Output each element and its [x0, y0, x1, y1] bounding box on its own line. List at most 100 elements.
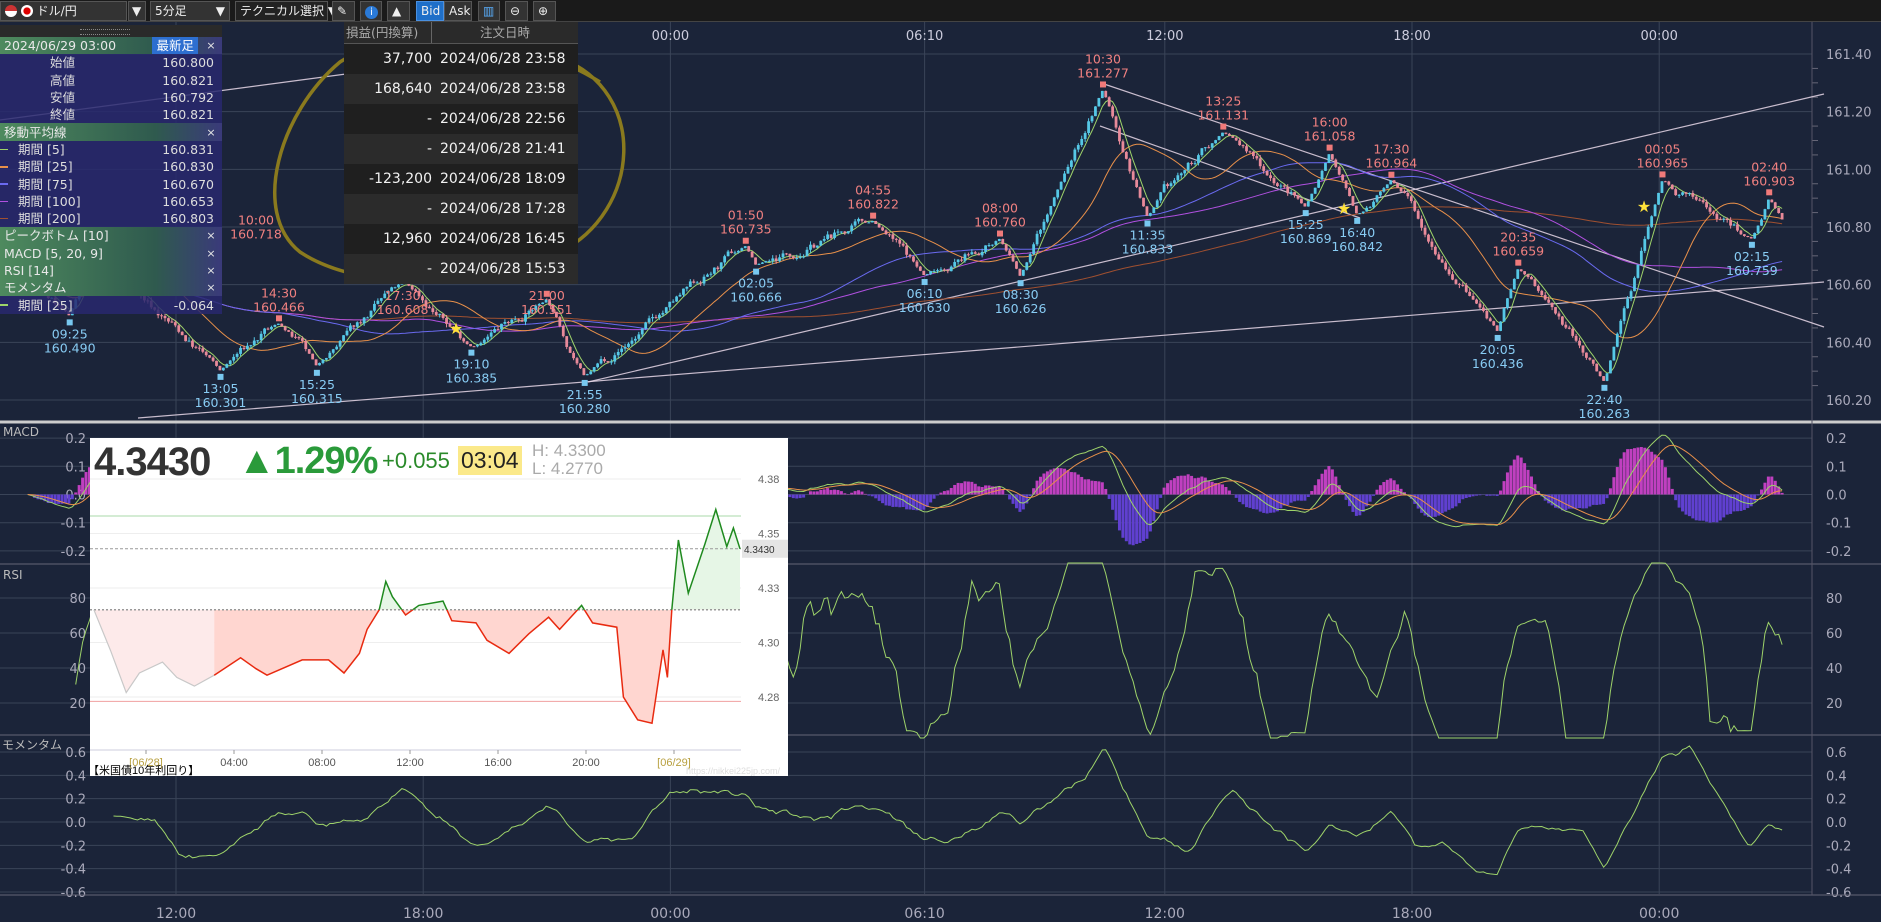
candle	[496, 329, 500, 331]
macd-histogram-bar	[887, 494, 891, 506]
table-row[interactable]: -2024/06/28 15:53	[344, 254, 578, 284]
candle	[1255, 156, 1259, 159]
col-order-time[interactable]: 注文日時	[479, 25, 530, 40]
macd-histogram-bar	[84, 472, 88, 495]
ma-25-line	[27, 143, 1783, 354]
table-row[interactable]: 37,700 2024/06/28 23:58	[344, 44, 578, 74]
close-icon[interactable]: ×	[206, 125, 216, 139]
zoom-in-button[interactable]: ⊕	[533, 1, 556, 21]
candle	[1227, 133, 1231, 136]
candle	[891, 234, 895, 239]
table-row[interactable]: -123,200 2024/06/28 18:09	[344, 164, 578, 194]
macd-tick-label: 0.0	[65, 489, 86, 504]
candle	[630, 340, 634, 344]
close-icon[interactable]: ×	[206, 246, 216, 260]
candle	[1234, 137, 1238, 141]
panel-drag-handle[interactable]	[0, 25, 222, 37]
candle	[651, 317, 654, 319]
macd-histogram-bar	[1437, 494, 1441, 516]
price-tick-label: 161.00	[1826, 163, 1872, 178]
candle	[534, 305, 538, 311]
bar-chart-button[interactable]: ▥	[478, 1, 500, 21]
bid-button[interactable]: Bid	[416, 1, 444, 21]
macd-histogram-bar	[1021, 494, 1025, 510]
time-axis-label: 18:00	[1392, 906, 1432, 922]
candle	[177, 325, 181, 332]
ask-button[interactable]: Ask	[444, 1, 472, 21]
col-pnl[interactable]: 損益(円換算)	[344, 22, 432, 43]
candle	[1760, 219, 1763, 226]
candle	[1478, 303, 1482, 308]
peak-time-label: 16:00	[1312, 115, 1348, 130]
mom-tick-label: -0.2	[61, 839, 86, 854]
draw-button[interactable]: ✎	[332, 1, 355, 21]
macd-histogram-bar	[1571, 494, 1575, 509]
candle	[246, 345, 249, 350]
macd-histogram-bar	[53, 494, 57, 505]
symbol-dropdown-button[interactable]: ▼	[128, 1, 146, 21]
ma-swatch	[0, 148, 8, 151]
yield-down-line	[213, 609, 673, 725]
candle	[956, 259, 960, 263]
candle	[1262, 166, 1266, 171]
table-row[interactable]: -2024/06/28 17:28	[344, 194, 578, 224]
macd-histogram-bar	[884, 494, 888, 506]
bottom-marker	[581, 379, 588, 386]
candle	[1554, 307, 1557, 314]
zoom-out-button[interactable]: ⊖	[505, 1, 528, 21]
macd-histogram-bar	[1282, 494, 1286, 506]
latest-bar-button[interactable]: 最新足	[152, 37, 198, 55]
close-icon[interactable]: ×	[206, 229, 216, 243]
candle	[1691, 192, 1695, 197]
candle	[1578, 340, 1581, 346]
candle	[338, 341, 342, 347]
price-chart[interactable]: 161.40 161.20 161.00 160.80 160.60 160.40 160.…	[0, 22, 1881, 922]
technical-select[interactable]: テクニカル選択 ▼	[235, 1, 337, 21]
macd-histogram-bar	[1732, 494, 1736, 512]
macd-histogram-bar	[836, 490, 840, 495]
candle	[884, 230, 888, 235]
close-icon[interactable]: ×	[206, 39, 216, 53]
candle	[173, 322, 177, 326]
macd-histogram-bar	[1639, 447, 1643, 495]
candle	[1396, 183, 1399, 188]
candle	[1310, 193, 1314, 202]
candle	[1492, 321, 1496, 326]
bottom-marker	[66, 319, 73, 326]
symbol-select[interactable]: ドル/円	[0, 1, 127, 21]
ma-row: 期間 [25] 160.830	[0, 158, 222, 175]
chevron-down-icon: ▼	[132, 4, 142, 18]
candle	[1344, 180, 1348, 189]
candle	[953, 262, 957, 267]
chart-type-button[interactable]: ▲	[387, 1, 410, 21]
macd-histogram-bar	[1584, 494, 1588, 509]
mom-tick-label: 0.4	[1826, 769, 1847, 784]
candle	[1169, 183, 1173, 187]
candle	[730, 251, 733, 253]
bottom-time-label: 22:40	[1586, 392, 1622, 407]
candle	[826, 234, 830, 239]
table-row[interactable]: 12,960 2024/06/28 16:45	[344, 224, 578, 254]
info-panel: 2024/06/29 03:00 最新足 × 始値 160.800 高値 160.821 安…	[0, 25, 222, 314]
candle	[1780, 213, 1784, 220]
peak-price-label: 160.718	[230, 227, 282, 242]
macd-histogram-bar	[798, 494, 802, 499]
table-row[interactable]: -2024/06/28 21:41	[344, 134, 578, 164]
candle	[812, 244, 816, 248]
candle	[520, 320, 524, 322]
table-row[interactable]: -2024/06/28 22:56	[344, 104, 578, 134]
candle	[795, 257, 799, 259]
close-icon[interactable]: ×	[206, 264, 216, 277]
macd-histogram-bar	[1330, 469, 1334, 495]
table-row[interactable]: 168,640 2024/06/28 23:58	[344, 74, 578, 104]
peak-time-label: 10:00	[238, 213, 274, 228]
macd-histogram-bar	[1457, 494, 1461, 504]
info-button[interactable]: i	[360, 1, 382, 21]
current-value-label: 4.3430	[744, 545, 775, 556]
yield-value: 4.3430	[94, 440, 211, 484]
candle	[750, 251, 754, 258]
timeframe-select[interactable]: 5分足 ▼	[150, 1, 230, 21]
close-icon[interactable]: ×	[206, 281, 216, 295]
peak-marker	[1766, 189, 1773, 196]
candle	[1118, 127, 1121, 142]
